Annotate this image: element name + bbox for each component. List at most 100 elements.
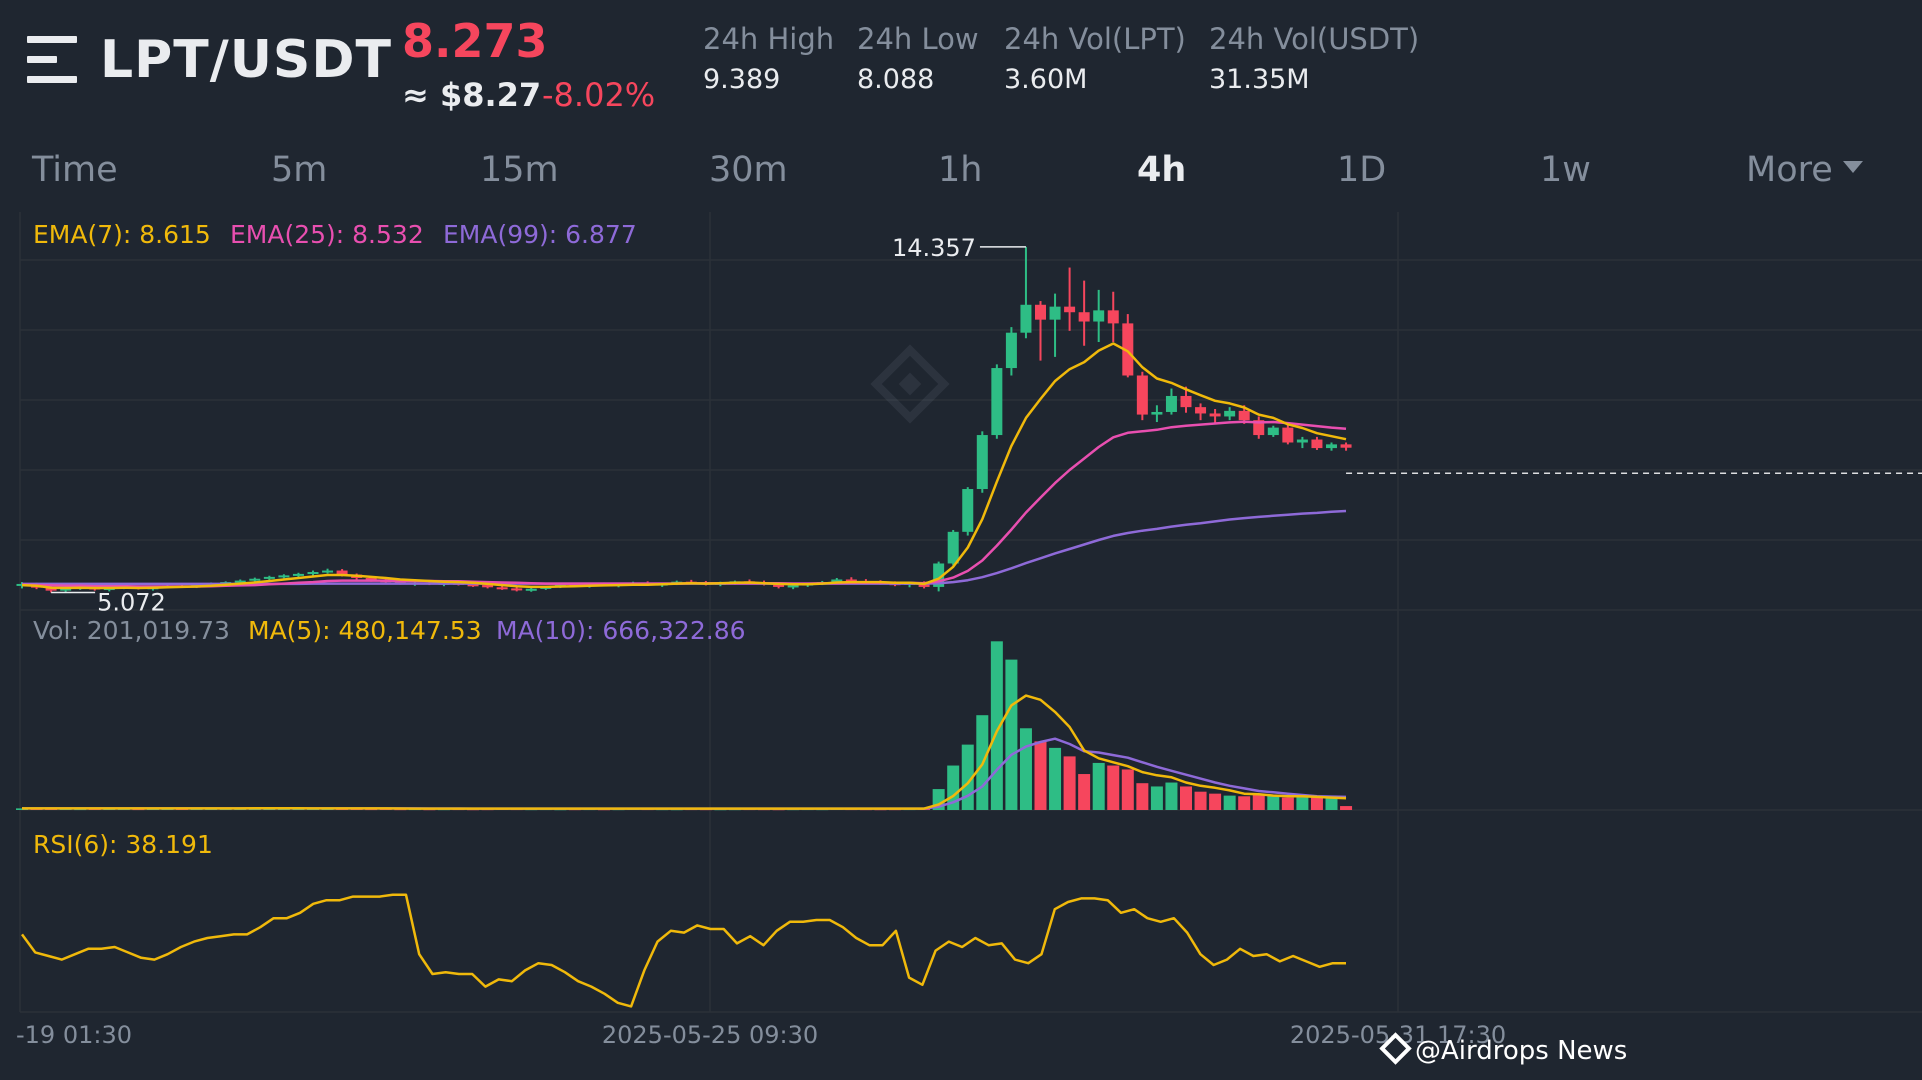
stat-label: 24h High (703, 22, 835, 56)
volume-bar (1296, 796, 1309, 810)
volume-bar (1340, 806, 1353, 810)
candle-body (1209, 413, 1221, 417)
candle-body (1107, 310, 1119, 324)
candle (1136, 371, 1148, 421)
candle-body (525, 588, 537, 591)
annotations: 14.357 5.072 -19 01:30 2025-05-25 09:30 2025… (16, 234, 1922, 1049)
candle (1267, 425, 1279, 437)
tab-5m[interactable]: 5m (271, 150, 328, 190)
tab-1w[interactable]: 1w (1540, 150, 1591, 190)
candle-body (1267, 427, 1279, 436)
candle-body (467, 584, 479, 587)
rsi-line (20, 893, 1346, 1008)
candle-body (1020, 304, 1032, 333)
menu-icon[interactable] (27, 36, 77, 84)
volume-bar (1078, 774, 1091, 810)
legend-ema7: EMA(7): 8.615 (33, 220, 211, 249)
tab-15m[interactable]: 15m (480, 150, 559, 190)
binance-logo-icon (870, 344, 950, 424)
binance-watermark (870, 344, 950, 424)
candle (322, 568, 334, 574)
volume-ma-lines (22, 694, 1347, 810)
candle (1296, 436, 1308, 449)
candle (1224, 407, 1236, 421)
pair-title[interactable]: LPT/USDT (100, 30, 393, 90)
candle (1093, 289, 1105, 342)
candle-body (991, 368, 1003, 436)
stat-value: 9.389 (703, 64, 781, 95)
volume-bars (16, 641, 1353, 811)
candle (307, 570, 319, 576)
candle-body (1122, 323, 1134, 376)
candle (1253, 416, 1265, 439)
market-header: LPT/USDT 8.273 ≈ $8.27 -8.02% 24h High 9… (0, 0, 1922, 140)
candle (1311, 436, 1323, 450)
x-tick-label: 2025-05-25 09:30 (602, 1021, 818, 1049)
candle (1209, 409, 1221, 424)
rsi-polyline (20, 893, 1346, 1008)
low-price-label: 5.072 (97, 589, 166, 617)
stat-value: 3.60M (1004, 64, 1088, 95)
candle-body (1326, 444, 1337, 449)
candle (976, 431, 988, 493)
tab-4h[interactable]: 4h (1137, 150, 1187, 190)
candle (1326, 442, 1337, 451)
ema7-line (21, 342, 1347, 590)
candle-body (787, 585, 799, 588)
candle (1282, 423, 1294, 445)
candle-body (1296, 439, 1308, 443)
candle-body (947, 531, 959, 564)
volume-bar (1252, 793, 1265, 810)
candle (1180, 386, 1192, 413)
candle (1064, 267, 1076, 331)
stat-label: 24h Low (857, 22, 979, 56)
interval-tabs: Time 5m 15m 30m 1h 4h 1D 1w More (0, 150, 1922, 200)
legend-ma5: MA(5): 480,147.53 (248, 616, 482, 645)
volume-bar (1150, 786, 1163, 810)
candle-body (1224, 410, 1236, 417)
candle (962, 487, 974, 536)
candle (1005, 327, 1017, 376)
tab-1h[interactable]: 1h (938, 150, 983, 190)
volume-bar (1267, 795, 1280, 810)
candle-body (482, 585, 494, 588)
legend-vol: Vol: 201,019.73 (33, 616, 230, 645)
stat-label: 24h Vol(USDT) (1209, 22, 1420, 56)
candle (1020, 246, 1032, 339)
ema-lines (21, 342, 1347, 590)
volume-bar (1165, 782, 1178, 810)
stat-24h-vol-usdt: 24h Vol(USDT) 31.35M (1209, 22, 1419, 95)
ema25-line (21, 420, 1347, 588)
volume-bar (1019, 728, 1032, 810)
tab-30m[interactable]: 30m (709, 150, 788, 190)
candle (1340, 442, 1352, 451)
tab-1d[interactable]: 1D (1337, 150, 1387, 190)
stat-value: 8.088 (857, 64, 935, 95)
candle-body (1238, 410, 1250, 421)
candle-body (976, 435, 988, 490)
candle-body (1049, 306, 1061, 320)
candle (1107, 291, 1119, 342)
legend-rsi: RSI(6): 38.191 (33, 830, 213, 859)
volume-bar (1121, 769, 1134, 810)
candle-body (1282, 427, 1294, 443)
candle-body (933, 563, 945, 587)
tab-more[interactable]: More (1746, 150, 1863, 190)
candle-body (45, 587, 57, 591)
usd-price: ≈ $8.27 (402, 76, 542, 114)
volume-bar (1034, 741, 1047, 810)
volume-bar (1005, 659, 1018, 810)
candle-body (511, 588, 523, 591)
candle-body (1078, 312, 1090, 322)
candle-body (1253, 420, 1265, 436)
ma5-line (22, 694, 1347, 810)
candle (1195, 403, 1207, 421)
candle (991, 364, 1003, 439)
tab-time[interactable]: Time (32, 150, 118, 190)
candle-body (831, 579, 843, 583)
candle-body (249, 578, 261, 581)
caret-down-icon (1842, 161, 1863, 173)
stat-24h-vol-lpt: 24h Vol(LPT) 3.60M (1004, 22, 1186, 95)
candle-body (1340, 444, 1352, 448)
